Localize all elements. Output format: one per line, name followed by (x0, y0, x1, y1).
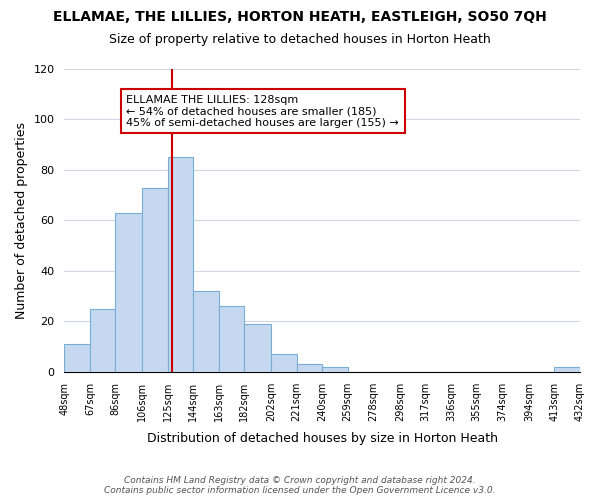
Bar (296, 364, 322, 372)
Text: Contains HM Land Registry data © Crown copyright and database right 2024.
Contai: Contains HM Land Registry data © Crown c… (104, 476, 496, 495)
Text: ELLAMAE, THE LILLIES, HORTON HEATH, EASTLEIGH, SO50 7QH: ELLAMAE, THE LILLIES, HORTON HEATH, EAST… (53, 10, 547, 24)
Bar (554, 366, 580, 372)
Bar (271, 354, 296, 372)
Y-axis label: Number of detached properties: Number of detached properties (15, 122, 28, 319)
Bar (322, 366, 348, 372)
Bar (142, 188, 168, 372)
Bar (193, 291, 219, 372)
Bar (219, 306, 244, 372)
X-axis label: Distribution of detached houses by size in Horton Heath: Distribution of detached houses by size … (147, 432, 498, 445)
Bar (90, 308, 115, 372)
Bar (244, 324, 271, 372)
Bar (115, 213, 142, 372)
Text: Size of property relative to detached houses in Horton Heath: Size of property relative to detached ho… (109, 32, 491, 46)
Bar (168, 158, 193, 372)
Bar (64, 344, 90, 372)
Text: ELLAMAE THE LILLIES: 128sqm
← 54% of detached houses are smaller (185)
45% of se: ELLAMAE THE LILLIES: 128sqm ← 54% of det… (126, 94, 399, 128)
